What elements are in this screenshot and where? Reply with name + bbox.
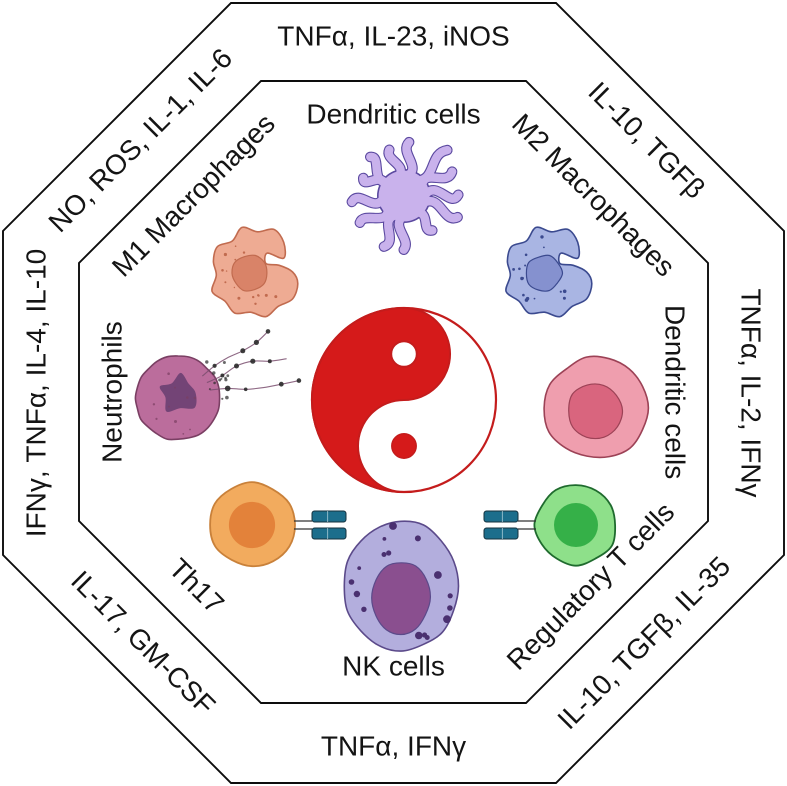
svg-text:TNFα, IFNγ: TNFα, IFNγ bbox=[321, 730, 466, 761]
svg-text:TNFα, IL-23, iNOS: TNFα, IL-23, iNOS bbox=[277, 20, 509, 51]
svg-text:Th17: Th17 bbox=[163, 552, 230, 619]
svg-text:TNFα, IL-2, IFNγ: TNFα, IL-2, IFNγ bbox=[736, 288, 767, 497]
svg-text:IFNγ, TNFα, IL-4, IL-10: IFNγ, TNFα, IL-4, IL-10 bbox=[20, 249, 51, 537]
svg-text:Dendritic cells: Dendritic cells bbox=[660, 305, 691, 479]
svg-text:Dendritic cells: Dendritic cells bbox=[306, 98, 480, 129]
svg-text:Neutrophils: Neutrophils bbox=[96, 321, 127, 463]
svg-text:NO, ROS, IL-1, IL-6: NO, ROS, IL-1, IL-6 bbox=[42, 42, 238, 238]
svg-text:NK cells: NK cells bbox=[342, 650, 445, 681]
